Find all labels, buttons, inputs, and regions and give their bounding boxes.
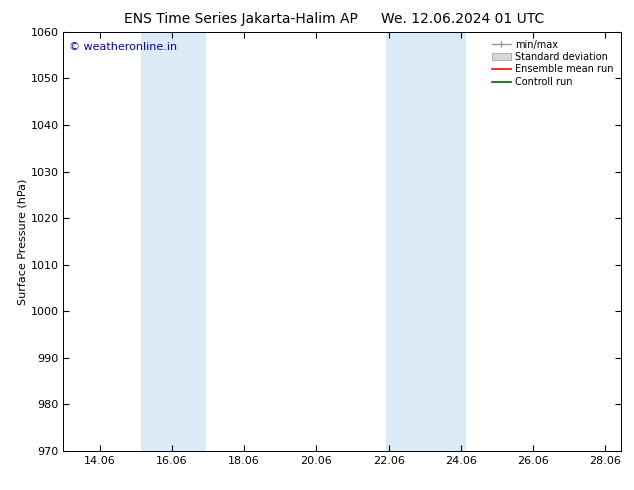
Bar	[387, 32, 466, 451]
Text: © weatheronline.in: © weatheronline.in	[69, 42, 177, 52]
Text: We. 12.06.2024 01 UTC: We. 12.06.2024 01 UTC	[381, 12, 545, 26]
Legend: min/max, Standard deviation, Ensemble mean run, Controll run: min/max, Standard deviation, Ensemble me…	[489, 37, 616, 90]
Text: ENS Time Series Jakarta-Halim AP: ENS Time Series Jakarta-Halim AP	[124, 12, 358, 26]
Y-axis label: Surface Pressure (hPa): Surface Pressure (hPa)	[18, 178, 28, 304]
Bar	[141, 32, 206, 451]
